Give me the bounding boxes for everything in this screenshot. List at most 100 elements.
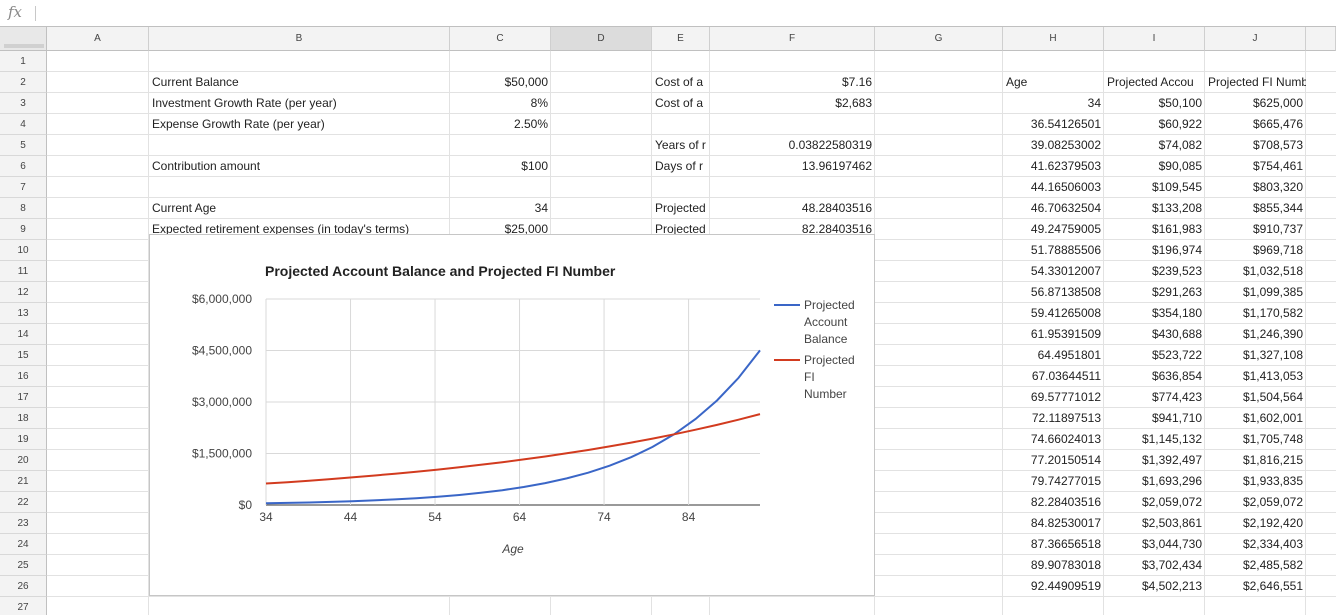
row-header-21[interactable]: 21 [0,471,47,492]
column-header-g[interactable]: G [875,27,1003,51]
cell-j18[interactable]: $1,602,001 [1242,411,1303,425]
cell-i6[interactable]: $90,085 [1158,159,1202,173]
cell-i12[interactable]: $291,263 [1151,285,1202,299]
cell-j21[interactable]: $1,933,835 [1242,474,1303,488]
cell-f5[interactable]: 0.03822580319 [788,138,872,152]
cell-j3[interactable]: $625,000 [1252,96,1303,110]
cell-j17[interactable]: $1,504,564 [1242,390,1303,404]
cell-f3[interactable]: $2,683 [835,96,872,110]
cell-e3[interactable]: Cost of a [655,96,704,110]
cell-j19[interactable]: $1,705,748 [1242,432,1303,446]
cell-j12[interactable]: $1,099,385 [1242,285,1303,299]
cell-h13[interactable]: 59.41265008 [1030,306,1101,320]
cell-h19[interactable]: 74.66024013 [1030,432,1101,446]
cell-c4[interactable]: 2.50% [513,117,548,131]
cell-j13[interactable]: $1,170,582 [1242,306,1303,320]
cell-f2[interactable]: $7.16 [841,75,872,89]
row-header-6[interactable]: 6 [0,156,47,177]
cell-j10[interactable]: $969,718 [1252,243,1303,257]
cell-j16[interactable]: $1,413,053 [1242,369,1303,383]
cell-i3[interactable]: $50,100 [1158,96,1202,110]
cell-f8[interactable]: 48.28403516 [801,201,872,215]
cell-e9[interactable]: Projected [655,222,706,236]
cell-f9[interactable]: 82.28403516 [801,222,872,236]
row-header-18[interactable]: 18 [0,408,47,429]
cell-j15[interactable]: $1,327,108 [1242,348,1303,362]
row-header-10[interactable]: 10 [0,240,47,261]
cell-j26[interactable]: $2,646,551 [1242,579,1303,593]
row-header-4[interactable]: 4 [0,114,47,135]
cell-b3[interactable]: Investment Growth Rate (per year) [152,96,337,110]
cell-i7[interactable]: $109,545 [1151,180,1202,194]
cell-j6[interactable]: $754,461 [1252,159,1303,173]
column-header-e[interactable]: E [652,27,710,51]
cell-b6[interactable]: Contribution amount [152,159,261,173]
column-header-c[interactable]: C [450,27,551,51]
cell-h7[interactable]: 44.16506003 [1030,180,1101,194]
cell-e6[interactable]: Days of r [655,159,704,173]
cell-h11[interactable]: 54.33012007 [1030,264,1101,278]
cell-b2[interactable]: Current Balance [152,75,239,89]
row-header-24[interactable]: 24 [0,534,47,555]
cell-h22[interactable]: 82.28403516 [1030,495,1101,509]
cell-e5[interactable]: Years of r [655,138,706,152]
cell-i18[interactable]: $941,710 [1151,411,1202,425]
cell-h23[interactable]: 84.82530017 [1030,516,1101,530]
cell-h2[interactable]: Age [1006,75,1028,89]
cell-i4[interactable]: $60,922 [1158,117,1202,131]
column-header-f[interactable]: F [710,27,875,51]
row-header-7[interactable]: 7 [0,177,47,198]
cell-b8[interactable]: Current Age [152,201,217,215]
row-header-8[interactable]: 8 [0,198,47,219]
cell-j5[interactable]: $708,573 [1252,138,1303,152]
cell-c2[interactable]: $50,000 [504,75,548,89]
cell-h17[interactable]: 69.57771012 [1030,390,1101,404]
cell-j2[interactable]: Projected FI Number [1208,75,1306,89]
cell-i19[interactable]: $1,145,132 [1141,432,1202,446]
cell-h8[interactable]: 46.70632504 [1030,201,1101,215]
row-header-9[interactable]: 9 [0,219,47,240]
cell-i25[interactable]: $3,702,434 [1141,558,1202,572]
column-header-j[interactable]: J [1205,27,1306,51]
cell-j25[interactable]: $2,485,582 [1242,558,1303,572]
column-header-a[interactable]: A [47,27,149,51]
row-header-27[interactable]: 27 [0,597,47,615]
row-header-14[interactable]: 14 [0,324,47,345]
column-header-d[interactable]: D [551,27,652,51]
cell-j8[interactable]: $855,344 [1252,201,1303,215]
column-header-h[interactable]: H [1003,27,1104,51]
cell-h20[interactable]: 77.20150514 [1030,453,1101,467]
row-header-5[interactable]: 5 [0,135,47,156]
column-header-b[interactable]: B [149,27,450,51]
cell-j14[interactable]: $1,246,390 [1242,327,1303,341]
cell-h24[interactable]: 87.36656518 [1030,537,1101,551]
cell-j7[interactable]: $803,320 [1252,180,1303,194]
cell-h12[interactable]: 56.87138508 [1030,285,1101,299]
cell-i20[interactable]: $1,392,497 [1141,453,1202,467]
cell-h6[interactable]: 41.62379503 [1030,159,1101,173]
row-header-23[interactable]: 23 [0,513,47,534]
column-header-overflow[interactable] [1306,27,1336,51]
row-header-1[interactable]: 1 [0,51,47,72]
cell-j20[interactable]: $1,816,215 [1242,453,1303,467]
cell-i5[interactable]: $74,082 [1158,138,1202,152]
row-header-25[interactable]: 25 [0,555,47,576]
cell-i14[interactable]: $430,688 [1151,327,1202,341]
cell-i16[interactable]: $636,854 [1151,369,1202,383]
cell-i24[interactable]: $3,044,730 [1141,537,1202,551]
cell-j23[interactable]: $2,192,420 [1242,516,1303,530]
row-header-2[interactable]: 2 [0,72,47,93]
row-header-19[interactable]: 19 [0,429,47,450]
cell-i22[interactable]: $2,059,072 [1141,495,1202,509]
row-header-15[interactable]: 15 [0,345,47,366]
cell-c8[interactable]: 34 [534,201,548,215]
cell-h5[interactable]: 39.08253002 [1030,138,1101,152]
cell-h10[interactable]: 51.78885506 [1030,243,1101,257]
cell-h3[interactable]: 34 [1087,96,1101,110]
cell-j22[interactable]: $2,059,072 [1242,495,1303,509]
cell-j9[interactable]: $910,737 [1252,222,1303,236]
cell-e2[interactable]: Cost of a [655,75,704,89]
cell-e8[interactable]: Projected [655,201,706,215]
cell-h4[interactable]: 36.54126501 [1030,117,1101,131]
row-header-12[interactable]: 12 [0,282,47,303]
